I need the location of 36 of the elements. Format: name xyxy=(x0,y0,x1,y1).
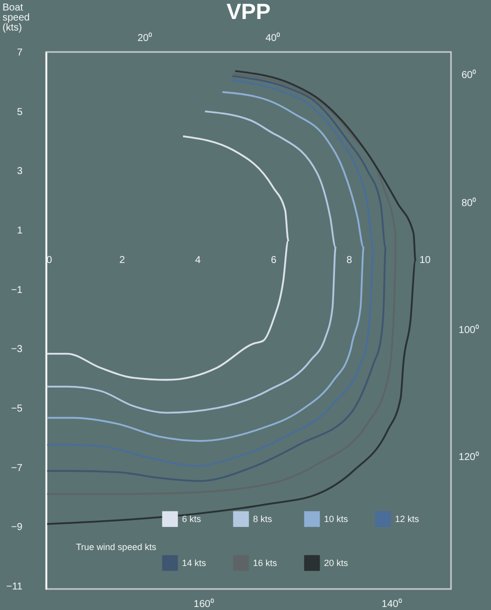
line-series xyxy=(46,110,336,414)
x-tick-label: 0 xyxy=(46,255,52,266)
y-axis-title: Boat speed (kts) xyxy=(2,2,30,34)
y-tick-label: −9 xyxy=(11,522,23,534)
legend-label: 8 kts xyxy=(253,514,273,524)
legend-label: 12 kts xyxy=(395,514,420,524)
legend-label: 20 kts xyxy=(324,558,349,568)
legend-label: 6 kts xyxy=(182,514,202,524)
x-tick-label: 2 xyxy=(119,255,126,266)
y-tick-label: −7 xyxy=(11,462,23,474)
text: 120⁰ xyxy=(458,451,480,463)
legend-label: 16 kts xyxy=(253,558,278,568)
text: 160⁰ xyxy=(194,598,214,610)
x-tick-label: 6 xyxy=(270,255,277,266)
text: 140⁰ xyxy=(382,598,402,610)
y-tick-label: −3 xyxy=(11,344,23,356)
y-tick-label: −11 xyxy=(6,582,23,593)
text: 20⁰ xyxy=(137,32,153,44)
x-tick-label: 10 xyxy=(419,255,432,266)
legend-label: 14 kts xyxy=(182,558,207,568)
text: 100⁰ xyxy=(458,324,480,336)
y-tick-label: 5 xyxy=(16,106,23,118)
y-tick-label: −5 xyxy=(11,404,23,415)
y-tick-label: 3 xyxy=(16,166,23,178)
x-tick-label: 8 xyxy=(346,255,353,266)
y-tick-label: 1 xyxy=(16,226,23,237)
legend-title: True wind speed kts xyxy=(76,542,157,552)
x-tick-label: 4 xyxy=(195,255,202,266)
text: 80⁰ xyxy=(461,197,477,209)
y-tick-label: 7 xyxy=(16,48,23,58)
text: 40⁰ xyxy=(265,32,281,44)
chart-title: VPP xyxy=(226,0,271,24)
line-series xyxy=(46,135,290,381)
legend-label: 10 kts xyxy=(324,514,349,524)
y-tick-label: −1 xyxy=(11,284,23,296)
text: 60⁰ xyxy=(461,69,477,81)
